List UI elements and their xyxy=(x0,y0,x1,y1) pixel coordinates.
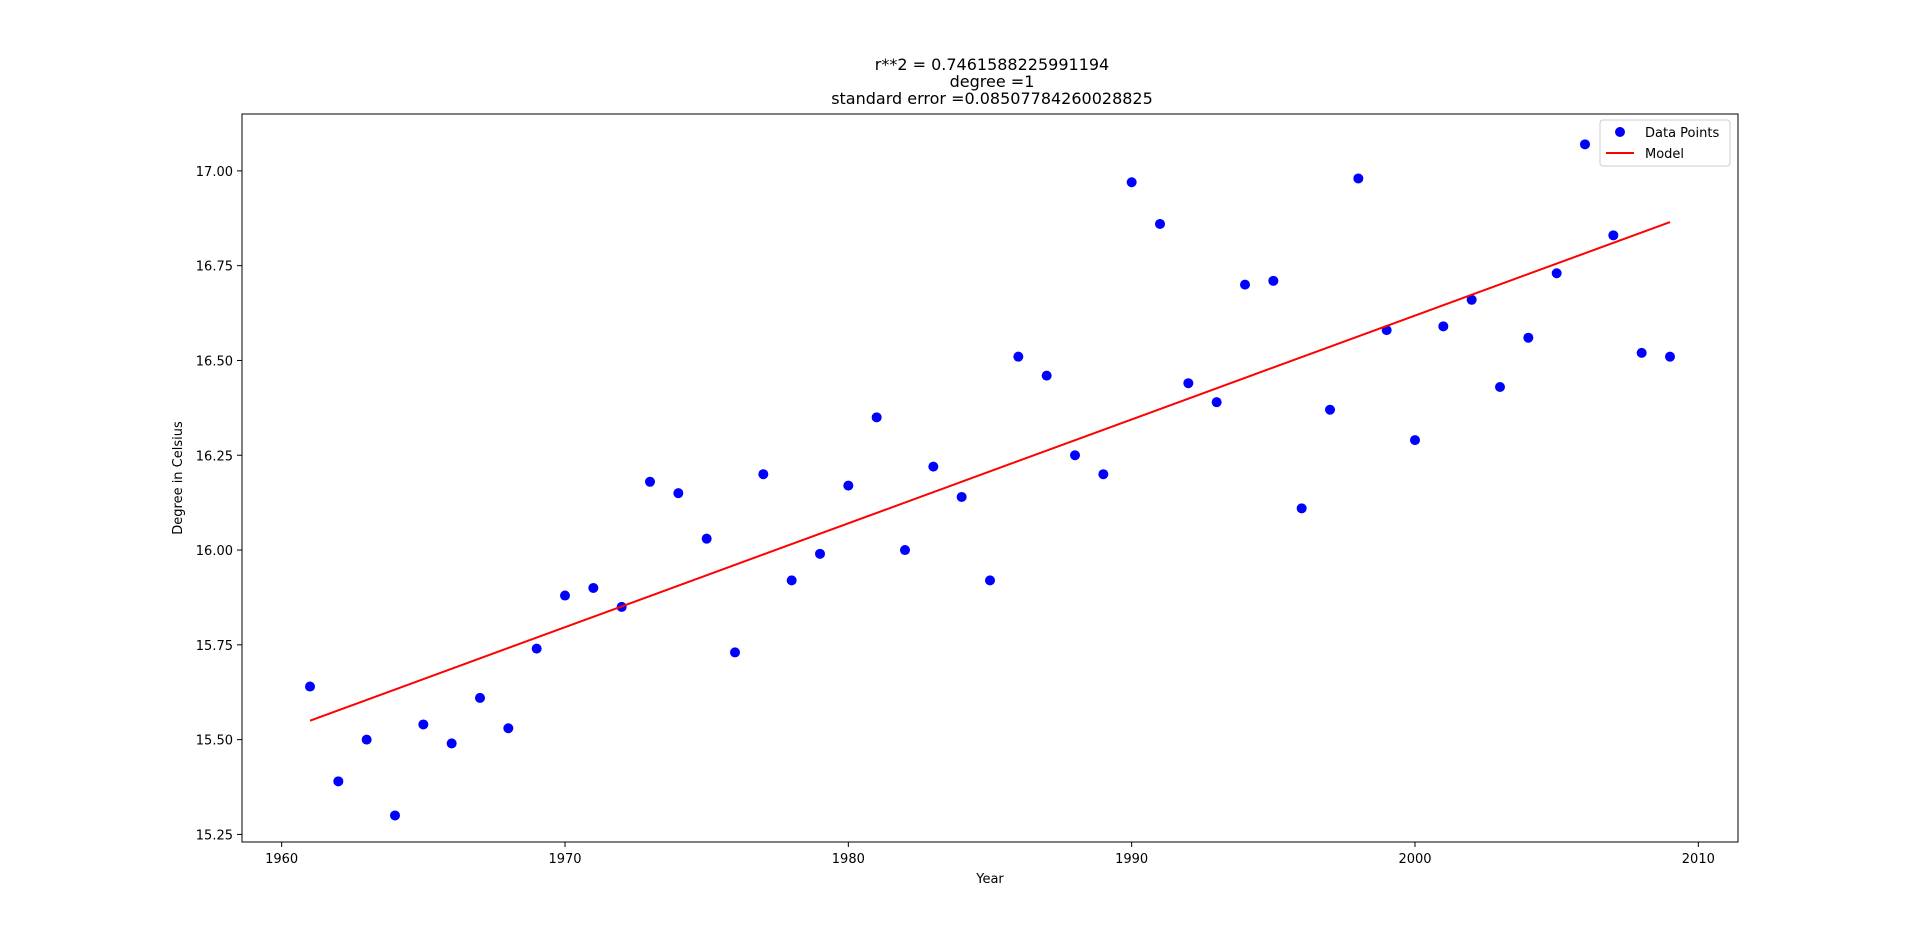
data-point xyxy=(1098,469,1109,480)
x-tick-label: 2010 xyxy=(1682,852,1715,867)
data-point xyxy=(928,461,939,472)
data-point xyxy=(1268,275,1279,286)
data-point xyxy=(1523,332,1534,343)
x-tick-label: 1960 xyxy=(265,852,298,867)
y-tick-label: 15.75 xyxy=(196,639,233,654)
data-point xyxy=(1183,378,1194,389)
data-point xyxy=(1013,351,1024,362)
data-point xyxy=(1070,450,1080,461)
data-point xyxy=(1466,294,1477,305)
x-axis-ticks: 1960 1970 1980 1990 2000 2010 xyxy=(265,842,1715,867)
data-point xyxy=(673,488,684,499)
data-point xyxy=(1608,230,1619,241)
y-tick-label: 16.75 xyxy=(196,260,233,275)
data-point xyxy=(758,469,769,480)
x-axis-label: Year xyxy=(975,872,1004,887)
data-point xyxy=(1126,177,1137,188)
data-point xyxy=(1580,139,1590,150)
data-point xyxy=(1636,347,1647,358)
data-point xyxy=(503,723,514,734)
data-point xyxy=(1353,173,1364,184)
data-point xyxy=(361,734,372,745)
legend-label-data-points: Data Points xyxy=(1645,126,1719,141)
data-point xyxy=(645,476,655,487)
data-point xyxy=(1211,397,1222,408)
data-point xyxy=(815,548,825,559)
data-point xyxy=(475,692,485,703)
data-point xyxy=(956,491,967,502)
data-point xyxy=(560,590,570,601)
data-point xyxy=(1438,321,1449,332)
data-point xyxy=(1325,404,1335,415)
x-tick-label: 1970 xyxy=(548,852,581,867)
y-axis-label: Degree in Celsius xyxy=(171,421,186,535)
data-point xyxy=(1551,268,1562,279)
data-point xyxy=(333,776,344,787)
chart-title-line-1: r**2 = 0.7461588225991194 xyxy=(875,55,1109,74)
data-point xyxy=(843,480,854,491)
data-point xyxy=(730,647,740,658)
data-point xyxy=(1410,435,1420,446)
y-axis-ticks: 15.25 15.50 15.75 16.00 16.25 16.50 16.75 17.00 xyxy=(196,165,242,843)
x-tick-label: 1980 xyxy=(832,852,865,867)
chart-title-line-3: standard error =0.08507784260028825 xyxy=(831,89,1153,108)
data-point xyxy=(1155,218,1165,229)
data-point xyxy=(985,575,995,586)
y-tick-label: 17.00 xyxy=(196,165,233,180)
legend: Data Points Model xyxy=(1599,119,1731,167)
y-tick-label: 15.50 xyxy=(196,734,233,749)
legend-label-model: Model xyxy=(1645,147,1684,162)
data-point xyxy=(1665,351,1675,362)
plot-content xyxy=(305,139,1675,821)
data-point xyxy=(446,738,457,749)
data-point xyxy=(1041,370,1052,381)
axes-frame xyxy=(241,113,1739,843)
x-tick-label: 1990 xyxy=(1115,852,1148,867)
legend-marker-data-points xyxy=(1615,127,1625,137)
y-tick-label: 16.25 xyxy=(196,449,233,464)
data-point xyxy=(900,545,910,556)
data-point xyxy=(588,582,599,593)
data-point xyxy=(418,719,429,730)
y-tick-label: 16.00 xyxy=(196,544,233,559)
y-tick-label: 16.50 xyxy=(196,354,233,369)
data-point xyxy=(701,533,712,544)
x-tick-label: 2000 xyxy=(1398,852,1431,867)
model-line xyxy=(309,221,1671,722)
data-point xyxy=(871,412,882,423)
y-tick-label: 15.25 xyxy=(196,828,233,843)
data-point xyxy=(1495,382,1505,392)
chart-title-line-2: degree =1 xyxy=(950,72,1035,91)
data-point xyxy=(786,575,797,586)
data-point xyxy=(1296,503,1307,514)
data-point xyxy=(531,643,542,654)
data-point xyxy=(1240,279,1250,290)
data-point xyxy=(390,810,400,821)
data-point xyxy=(305,681,315,692)
legend-box xyxy=(1599,119,1731,167)
